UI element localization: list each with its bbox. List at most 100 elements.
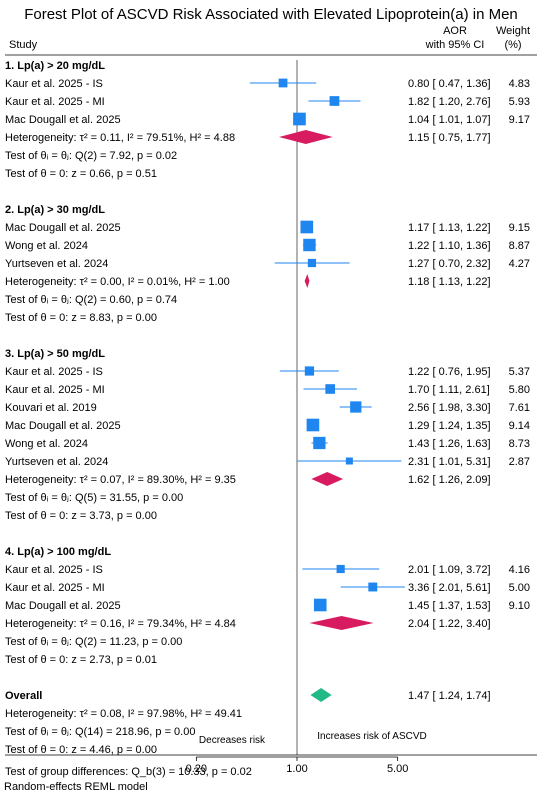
overall-label: Overall xyxy=(5,690,42,702)
summary-aor-ci-value: 1.15 [ 0.75, 1.77] xyxy=(408,132,491,144)
subgroup-summary-diamond xyxy=(309,616,374,630)
study-column-header: Study xyxy=(9,39,38,51)
homogeneity-test: Test of θᵢ = θⱼ: Q(5) = 31.55, p = 0.00 xyxy=(5,492,183,504)
study-point-marker xyxy=(336,564,345,574)
forest-rows: 1. Lp(a) > 20 mg/dL Kaur et al. 2025 - IS… xyxy=(5,60,530,778)
study-point-marker xyxy=(329,96,340,106)
increases-risk-label: Increases risk of ASCVD xyxy=(317,731,426,742)
subgroup-summary-diamond xyxy=(311,472,344,486)
model-note: Random-effects REML model xyxy=(4,781,148,793)
overall-summary-diamond xyxy=(310,688,332,702)
study-point-marker xyxy=(368,582,378,592)
heterogeneity-stat: Heterogeneity: τ² = 0.00, I² = 0.01%, H²… xyxy=(5,276,230,288)
study-point-marker xyxy=(293,112,306,126)
weight-value: 8.87 xyxy=(509,240,530,252)
x-axis-tick-label: 1.00 xyxy=(286,763,307,775)
study-name: Kaur et al. 2025 - MI xyxy=(5,582,105,594)
weight-column-header: Weight xyxy=(496,25,530,37)
group-differences-test: Test of group differences: Q_b(3) = 10.3… xyxy=(5,766,252,778)
aor-ci-value: 1.29 [ 1.24, 1.35] xyxy=(408,420,491,432)
aor-ci-value: 1.22 [ 1.10, 1.36] xyxy=(408,240,491,252)
weight-value: 9.17 xyxy=(509,114,530,126)
homogeneity-test: Test of θᵢ = θⱼ: Q(2) = 7.92, p = 0.02 xyxy=(5,150,177,162)
weight-value: 9.14 xyxy=(509,420,530,432)
weight-value: 9.15 xyxy=(509,222,530,234)
aor-ci-value: 3.36 [ 2.01, 5.61] xyxy=(408,582,491,594)
study-name: Mac Dougall et al. 2025 xyxy=(5,600,121,612)
study-point-marker xyxy=(303,238,316,252)
study-point-marker xyxy=(278,78,288,88)
summary-aor-ci-value: 2.04 [ 1.22, 3.40] xyxy=(408,618,491,630)
overall-aor-ci-value: 1.47 [ 1.24, 1.74] xyxy=(408,690,491,702)
weight-value: 4.27 xyxy=(509,258,530,270)
heterogeneity-stat: Heterogeneity: τ² = 0.11, I² = 79.51%, H… xyxy=(5,132,235,144)
aor-ci-value: 1.43 [ 1.26, 1.63] xyxy=(408,438,491,450)
chart-title: Forest Plot of ASCVD Risk Associated wit… xyxy=(24,6,518,23)
x-axis-tick-label: 0.20 xyxy=(186,763,207,775)
aor-ci-value: 0.80 [ 0.47, 1.36] xyxy=(408,78,491,90)
effect-test: Test of θ = 0: z = 8.83, p = 0.00 xyxy=(5,312,157,324)
aor-ci-value: 1.22 [ 0.76, 1.95] xyxy=(408,366,491,378)
study-name: Mac Dougall et al. 2025 xyxy=(5,222,121,234)
homogeneity-test: Test of θᵢ = θⱼ: Q(2) = 11.23, p = 0.00 xyxy=(5,636,182,648)
weight-value: 4.16 xyxy=(509,564,530,576)
aor-ci-value: 2.56 [ 1.98, 3.30] xyxy=(408,402,491,414)
subgroup-summary-diamond xyxy=(304,274,310,288)
study-point-marker xyxy=(307,258,317,268)
decreases-risk-label: Decreases risk xyxy=(199,735,266,746)
study-name: Mac Dougall et al. 2025 xyxy=(5,114,121,126)
aor-ci-value: 1.17 [ 1.13, 1.22] xyxy=(408,222,491,234)
weight-value: 8.73 xyxy=(509,438,530,450)
study-name: Yurtseven et al. 2024 xyxy=(5,456,108,468)
study-point-marker xyxy=(300,220,314,234)
study-name: Wong et al. 2024 xyxy=(5,240,88,252)
aor-ci-value: 2.01 [ 1.09, 3.72] xyxy=(408,564,491,576)
study-name: Kaur et al. 2025 - IS xyxy=(5,366,103,378)
study-name: Kaur et al. 2025 - IS xyxy=(5,78,103,90)
aor-ci-value: 1.82 [ 1.20, 2.76] xyxy=(408,96,491,108)
study-point-marker xyxy=(345,457,353,465)
heterogeneity-stat: Heterogeneity: τ² = 0.16, I² = 79.34%, H… xyxy=(5,618,236,630)
study-name: Kouvari et al. 2019 xyxy=(5,402,97,414)
weight-value: 2.87 xyxy=(509,456,530,468)
heterogeneity-stat: Heterogeneity: τ² = 0.07, I² = 89.30%, H… xyxy=(5,474,236,486)
subgroup-label: 1. Lp(a) > 20 mg/dL xyxy=(5,60,105,72)
effect-test: Test of θ = 0: z = 2.73, p = 0.01 xyxy=(5,654,157,666)
study-name: Kaur et al. 2025 - MI xyxy=(5,384,105,396)
aor-column-subheader: with 95% CI xyxy=(425,39,485,51)
weight-value: 5.00 xyxy=(509,582,530,594)
aor-ci-value: 1.04 [ 1.01, 1.07] xyxy=(408,114,491,126)
overall-heterogeneity-stat: Heterogeneity: τ² = 0.08, I² = 97.98%, H… xyxy=(5,708,242,720)
weight-value: 9.10 xyxy=(509,600,530,612)
homogeneity-test: Test of θᵢ = θⱼ: Q(2) = 0.60, p = 0.74 xyxy=(5,294,177,306)
study-point-marker xyxy=(313,598,327,612)
x-axis: 0.20 1.00 5.00 xyxy=(186,756,408,775)
weight-value: 5.37 xyxy=(509,366,530,378)
study-name: Yurtseven et al. 2024 xyxy=(5,258,108,270)
study-point-marker xyxy=(313,436,326,450)
subgroup-label: 2. Lp(a) > 30 mg/dL xyxy=(5,204,105,216)
effect-test: Test of θ = 0: z = 3.73, p = 0.00 xyxy=(5,510,157,522)
study-name: Wong et al. 2024 xyxy=(5,438,88,450)
study-name: Kaur et al. 2025 - MI xyxy=(5,96,105,108)
subgroup-label: 4. Lp(a) > 100 mg/dL xyxy=(5,546,111,558)
subgroup-summary-diamond xyxy=(279,130,333,144)
weight-value: 4.83 xyxy=(509,78,530,90)
aor-ci-value: 1.27 [ 0.70, 2.32] xyxy=(408,258,491,270)
study-point-marker xyxy=(306,418,320,432)
aor-ci-value: 1.70 [ 1.11, 2.61] xyxy=(408,384,490,396)
overall-homogeneity-test: Test of θᵢ = θⱼ: Q(14) = 218.96, p = 0.0… xyxy=(5,726,195,738)
study-point-marker xyxy=(350,401,362,413)
subgroup-label: 3. Lp(a) > 50 mg/dL xyxy=(5,348,105,360)
aor-ci-value: 1.45 [ 1.37, 1.53] xyxy=(408,600,491,612)
overall-effect-test: Test of θ = 0: z = 4.46, p = 0.00 xyxy=(5,744,157,756)
study-name: Kaur et al. 2025 - IS xyxy=(5,564,103,576)
weight-value: 7.61 xyxy=(509,402,530,414)
summary-aor-ci-value: 1.62 [ 1.26, 2.09] xyxy=(408,474,491,486)
study-point-marker xyxy=(325,384,336,394)
aor-column-header: AOR xyxy=(443,25,467,37)
summary-aor-ci-value: 1.18 [ 1.13, 1.22] xyxy=(408,276,491,288)
x-axis-tick-label: 5.00 xyxy=(387,763,408,775)
weight-value: 5.93 xyxy=(509,96,530,108)
study-name: Mac Dougall et al. 2025 xyxy=(5,420,121,432)
